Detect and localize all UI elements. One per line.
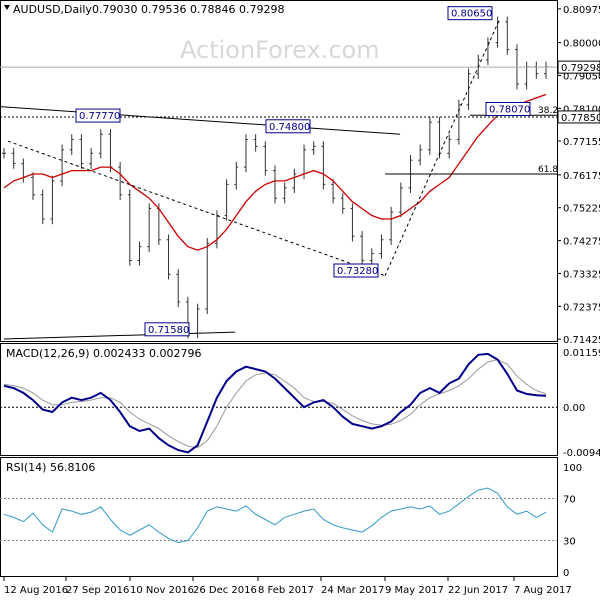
time-tick-label: 12 Aug 2016 bbox=[4, 585, 68, 596]
price-tick-label: 0.77155 bbox=[563, 137, 600, 148]
rsi-tick-label: 30 bbox=[563, 537, 576, 548]
price-plot: 38.2 61.8 0.80650 0.78070 0.77770 0.74800 0.73… bbox=[0, 6, 558, 340]
rsi-title: RSI(14) 56.8106 bbox=[6, 461, 95, 474]
price-tick-label: 0.71425 bbox=[563, 335, 600, 346]
time-tick-label: 9 May 2017 bbox=[385, 585, 444, 596]
price-tick-label: 0.72375 bbox=[563, 302, 600, 313]
macd-title: MACD(12,26,9) 0.002433 0.002796 bbox=[6, 347, 202, 360]
price-tick-label: 0.76175 bbox=[563, 171, 600, 182]
rsi-tick-label: 70 bbox=[563, 495, 576, 506]
price-annotation-box bbox=[333, 263, 379, 278]
rsi-tick-label: 100 bbox=[563, 463, 582, 474]
price-annotation-label: 0.71580 bbox=[148, 325, 189, 336]
level-price-label: 0.77850 bbox=[561, 113, 600, 124]
price-annotation-label: 0.73280 bbox=[337, 266, 378, 277]
macd-line bbox=[3, 352, 547, 454]
time-tick-label: 27 Sep 2016 bbox=[66, 585, 129, 596]
price-panel-frame bbox=[0, 0, 558, 342]
trend-line bbox=[0, 106, 401, 135]
price-annotation-box bbox=[265, 119, 311, 134]
ohlc-label: 0.79030 0.79536 0.78846 0.79298 bbox=[92, 3, 284, 16]
symbol-label: AUDUSD,Daily bbox=[13, 3, 92, 16]
macd-panel-frame bbox=[0, 343, 558, 456]
macd-tick-label: 0.01159 bbox=[563, 348, 600, 359]
level-price-box bbox=[557, 110, 600, 124]
rsi-plot: 100 70 30 0 bbox=[0, 463, 582, 579]
collapse-triangle-icon[interactable] bbox=[4, 5, 10, 10]
price-annotation-label: 0.80650 bbox=[451, 9, 492, 20]
macd-tick-label: 0.00 bbox=[563, 403, 585, 414]
price-annotation-label: 0.78070 bbox=[489, 104, 530, 115]
current-price-label: 0.79298 bbox=[561, 63, 600, 74]
price-annotation-box bbox=[75, 108, 121, 123]
price-annotation-box bbox=[485, 101, 531, 116]
time-tick-label: 8 Feb 2017 bbox=[258, 585, 314, 596]
time-tick-label: 22 Jun 2017 bbox=[448, 585, 508, 596]
watermark: ActionForex.com bbox=[180, 36, 380, 64]
macd-signal-line bbox=[3, 359, 547, 449]
time-tick-label: 7 Aug 2017 bbox=[514, 585, 572, 596]
fib-382-label: 38.2 bbox=[538, 106, 558, 116]
macd-tick-label: -0.009408 bbox=[563, 448, 600, 459]
time-tick-label: 10 Nov 2016 bbox=[130, 585, 194, 596]
rsi-line bbox=[3, 487, 547, 544]
current-price-box bbox=[557, 60, 600, 74]
time-tick-label: 26 Dec 2016 bbox=[193, 585, 257, 596]
macd-plot: 0.01159 0.00 -0.009408 bbox=[0, 348, 600, 459]
price-tick-label: 0.74275 bbox=[563, 237, 600, 248]
rsi-panel-frame bbox=[0, 457, 558, 577]
price-annotation-label: 0.77770 bbox=[79, 111, 120, 122]
price-tick-label: 0.80975 bbox=[563, 5, 600, 16]
price-tick-label: 0.75225 bbox=[563, 204, 600, 215]
price-annotation-label: 0.74800 bbox=[269, 122, 310, 133]
trend-line bbox=[3, 331, 236, 340]
trend-line-dashed bbox=[384, 18, 501, 276]
trend-line-dashed bbox=[7, 140, 386, 277]
price-annotation-box bbox=[144, 322, 190, 337]
time-tick-label: 24 Mar 2017 bbox=[321, 585, 384, 596]
price-tick-label: 0.73325 bbox=[563, 269, 600, 280]
fib-618-label: 61.8 bbox=[538, 165, 558, 175]
rsi-tick-label: 0 bbox=[563, 568, 569, 579]
moving-average-line bbox=[3, 93, 547, 251]
price-annotation-box bbox=[447, 6, 493, 21]
